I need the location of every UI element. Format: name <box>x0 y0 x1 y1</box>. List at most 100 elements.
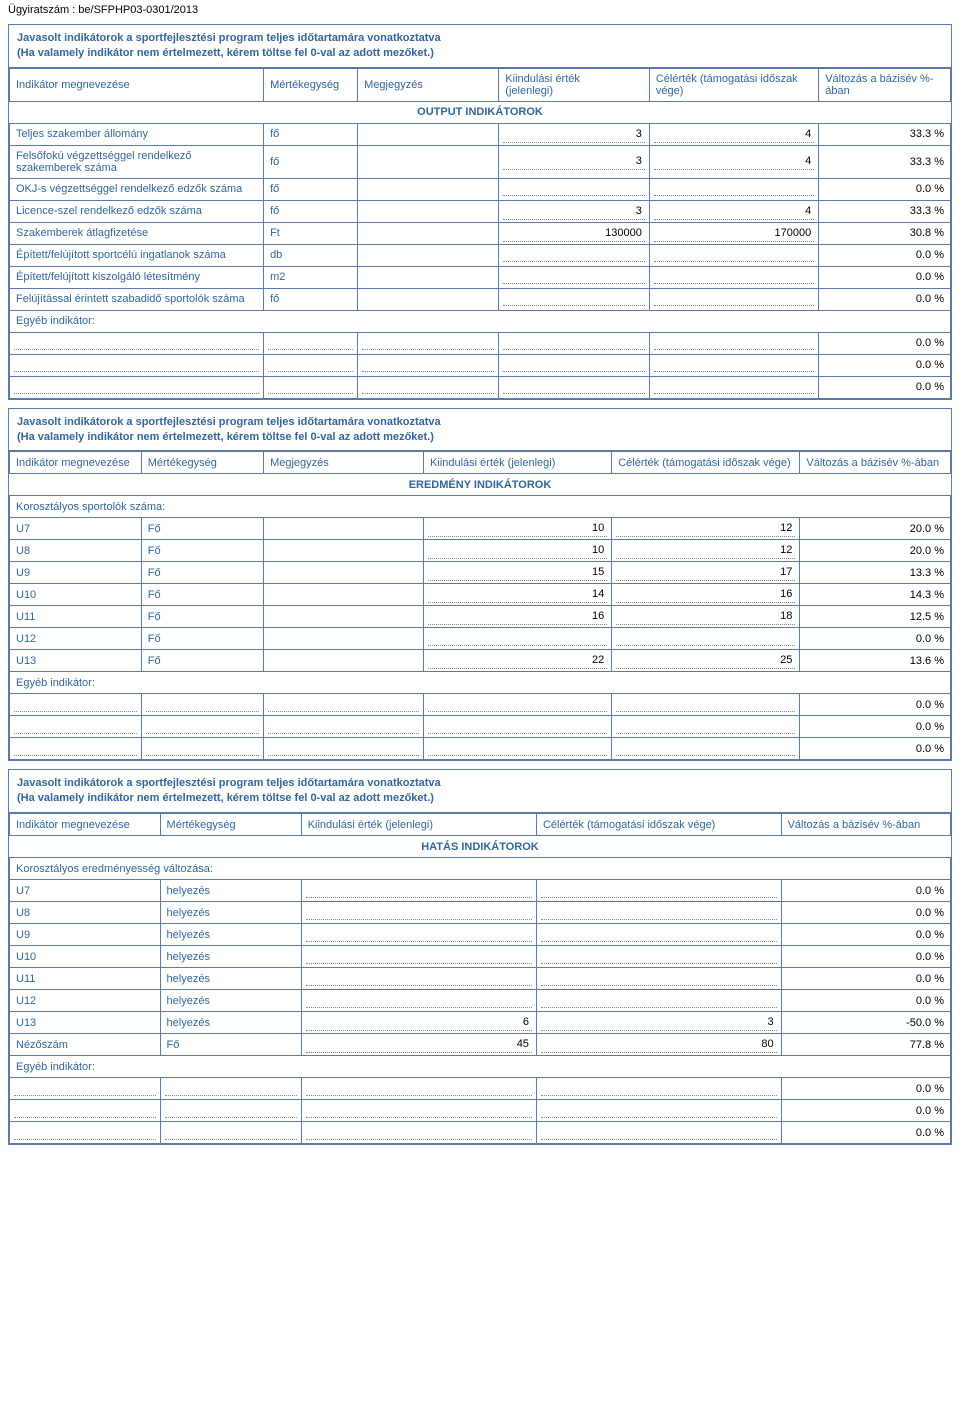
row-start[interactable]: 16 <box>424 606 612 628</box>
row-target[interactable] <box>536 990 781 1012</box>
row-target[interactable]: 12 <box>612 518 800 540</box>
egyeb-start[interactable] <box>301 1122 536 1144</box>
row-target[interactable]: 4 <box>649 200 818 222</box>
egyeb-unit[interactable] <box>141 694 263 716</box>
egyeb-note[interactable] <box>264 716 424 738</box>
row-target[interactable] <box>536 946 781 968</box>
egyeb-unit[interactable] <box>160 1100 301 1122</box>
egyeb-note[interactable] <box>358 376 499 398</box>
row-start[interactable] <box>499 178 650 200</box>
egyeb-unit[interactable] <box>141 738 263 760</box>
egyeb-name[interactable] <box>10 332 264 354</box>
row-start[interactable] <box>301 924 536 946</box>
row-start[interactable] <box>424 628 612 650</box>
egyeb-name[interactable] <box>10 376 264 398</box>
egyeb-note[interactable] <box>264 738 424 760</box>
row-target[interactable] <box>536 880 781 902</box>
egyeb-unit[interactable] <box>264 354 358 376</box>
row-target[interactable]: 18 <box>612 606 800 628</box>
egyeb-target[interactable] <box>612 716 800 738</box>
egyeb-name[interactable] <box>10 738 142 760</box>
egyeb-unit[interactable] <box>141 716 263 738</box>
row-start[interactable] <box>499 266 650 288</box>
egyeb-target[interactable] <box>649 376 818 398</box>
korosztaly-label: Korosztályos sportolók száma: <box>10 496 951 518</box>
row-target[interactable]: 16 <box>612 584 800 606</box>
egyeb-start[interactable] <box>499 354 650 376</box>
row-start[interactable]: 3 <box>499 123 650 145</box>
egyeb-note[interactable] <box>264 694 424 716</box>
row-start[interactable]: 14 <box>424 584 612 606</box>
egyeb-target[interactable] <box>536 1122 781 1144</box>
row-target[interactable]: 25 <box>612 650 800 672</box>
row-change: 12.5 % <box>800 606 951 628</box>
row-name: Licence-szel rendelkező edzők száma <box>10 200 264 222</box>
egyeb-name[interactable] <box>10 354 264 376</box>
egyeb-name[interactable] <box>10 716 142 738</box>
row-start[interactable]: 3 <box>499 200 650 222</box>
row-start[interactable] <box>499 288 650 310</box>
egyeb-unit[interactable] <box>264 376 358 398</box>
egyeb-target[interactable] <box>536 1100 781 1122</box>
row-target[interactable] <box>536 924 781 946</box>
egyeb-target[interactable] <box>612 694 800 716</box>
egyeb-unit[interactable] <box>160 1122 301 1144</box>
row-target[interactable] <box>612 628 800 650</box>
egyeb-target[interactable] <box>649 332 818 354</box>
row-target[interactable]: 4 <box>649 123 818 145</box>
row-unit: Ft <box>264 222 358 244</box>
col-mertekegyseg: Mértékegység <box>141 452 263 474</box>
egyeb-start[interactable] <box>301 1100 536 1122</box>
row-start[interactable] <box>301 902 536 924</box>
row-target[interactable]: 4 <box>649 145 818 178</box>
row-target[interactable]: 3 <box>536 1012 781 1034</box>
document-header: Ügyiratszám : be/SFPHP03-0301/2013 <box>0 0 960 20</box>
row-start[interactable]: 6 <box>301 1012 536 1034</box>
egyeb-note[interactable] <box>358 332 499 354</box>
egyeb-start[interactable] <box>499 376 650 398</box>
section-title-hatas: Javasolt indikátorok a sportfejlesztési … <box>9 770 951 813</box>
row-target[interactable] <box>649 178 818 200</box>
row-start[interactable]: 22 <box>424 650 612 672</box>
egyeb-name[interactable] <box>10 1122 161 1144</box>
egyeb-label-row: Egyéb indikátor: <box>10 310 951 332</box>
row-start[interactable] <box>301 968 536 990</box>
egyeb-start[interactable] <box>301 1078 536 1100</box>
egyeb-unit[interactable] <box>160 1078 301 1100</box>
egyeb-name[interactable] <box>10 1100 161 1122</box>
row-target[interactable] <box>536 902 781 924</box>
egyeb-change: 0.0 % <box>819 354 951 376</box>
egyeb-start[interactable] <box>424 694 612 716</box>
row-target[interactable]: 170000 <box>649 222 818 244</box>
egyeb-start[interactable] <box>499 332 650 354</box>
row-target[interactable]: 17 <box>612 562 800 584</box>
egyeb-target[interactable] <box>649 354 818 376</box>
egyeb-start[interactable] <box>424 738 612 760</box>
row-target[interactable] <box>536 968 781 990</box>
row-start[interactable]: 10 <box>424 540 612 562</box>
row-start[interactable] <box>301 880 536 902</box>
egyeb-target[interactable] <box>536 1078 781 1100</box>
row-start[interactable]: 130000 <box>499 222 650 244</box>
row-start[interactable] <box>301 946 536 968</box>
egyeb-name[interactable] <box>10 694 142 716</box>
row-target[interactable]: 80 <box>536 1034 781 1056</box>
row-start[interactable]: 45 <box>301 1034 536 1056</box>
row-target[interactable] <box>649 244 818 266</box>
egyeb-unit[interactable] <box>264 332 358 354</box>
egyeb-target[interactable] <box>612 738 800 760</box>
row-target[interactable] <box>649 288 818 310</box>
row-target[interactable]: 12 <box>612 540 800 562</box>
row-change: 20.0 % <box>800 518 951 540</box>
egyeb-start[interactable] <box>424 716 612 738</box>
egyeb-label-row: Egyéb indikátor: <box>10 1056 951 1078</box>
row-start[interactable] <box>301 990 536 1012</box>
egyeb-note[interactable] <box>358 354 499 376</box>
row-start[interactable] <box>499 244 650 266</box>
row-target[interactable] <box>649 266 818 288</box>
row-start[interactable]: 10 <box>424 518 612 540</box>
row-change: 0.0 % <box>819 178 951 200</box>
row-start[interactable]: 3 <box>499 145 650 178</box>
egyeb-name[interactable] <box>10 1078 161 1100</box>
row-start[interactable]: 15 <box>424 562 612 584</box>
